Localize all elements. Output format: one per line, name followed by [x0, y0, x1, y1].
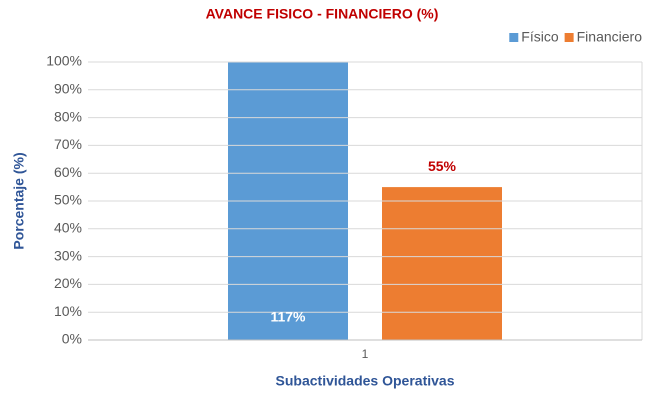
- y-tick-label: 100%: [46, 53, 82, 69]
- legend-swatch: [509, 33, 519, 42]
- data-label: 117%: [270, 309, 306, 325]
- bar: [228, 62, 348, 340]
- legend-label: Financiero: [577, 29, 643, 45]
- y-tick-label: 50%: [54, 192, 82, 208]
- chart-title: AVANCE FISICO - FINANCIERO (%): [206, 6, 439, 22]
- y-tick-label: 70%: [54, 136, 82, 152]
- bar: [382, 187, 502, 340]
- x-axis-label: Subactividades Operativas: [276, 373, 455, 389]
- y-axis-label: Porcentaje (%): [11, 152, 27, 249]
- y-tick-label: 30%: [54, 247, 82, 263]
- y-tick-label: 90%: [54, 81, 82, 97]
- y-tick-label: 80%: [54, 108, 82, 124]
- legend-swatch: [564, 33, 574, 42]
- y-tick-label: 0%: [62, 331, 82, 347]
- legend-label: Físico: [521, 29, 559, 45]
- y-tick-label: 40%: [54, 220, 82, 236]
- data-label: 55%: [428, 158, 457, 174]
- y-tick-label: 60%: [54, 164, 82, 180]
- y-tick-label: 20%: [54, 275, 82, 291]
- plot-area: [228, 62, 502, 340]
- x-tick-label: 1: [362, 347, 369, 361]
- y-tick-label: 10%: [54, 303, 82, 319]
